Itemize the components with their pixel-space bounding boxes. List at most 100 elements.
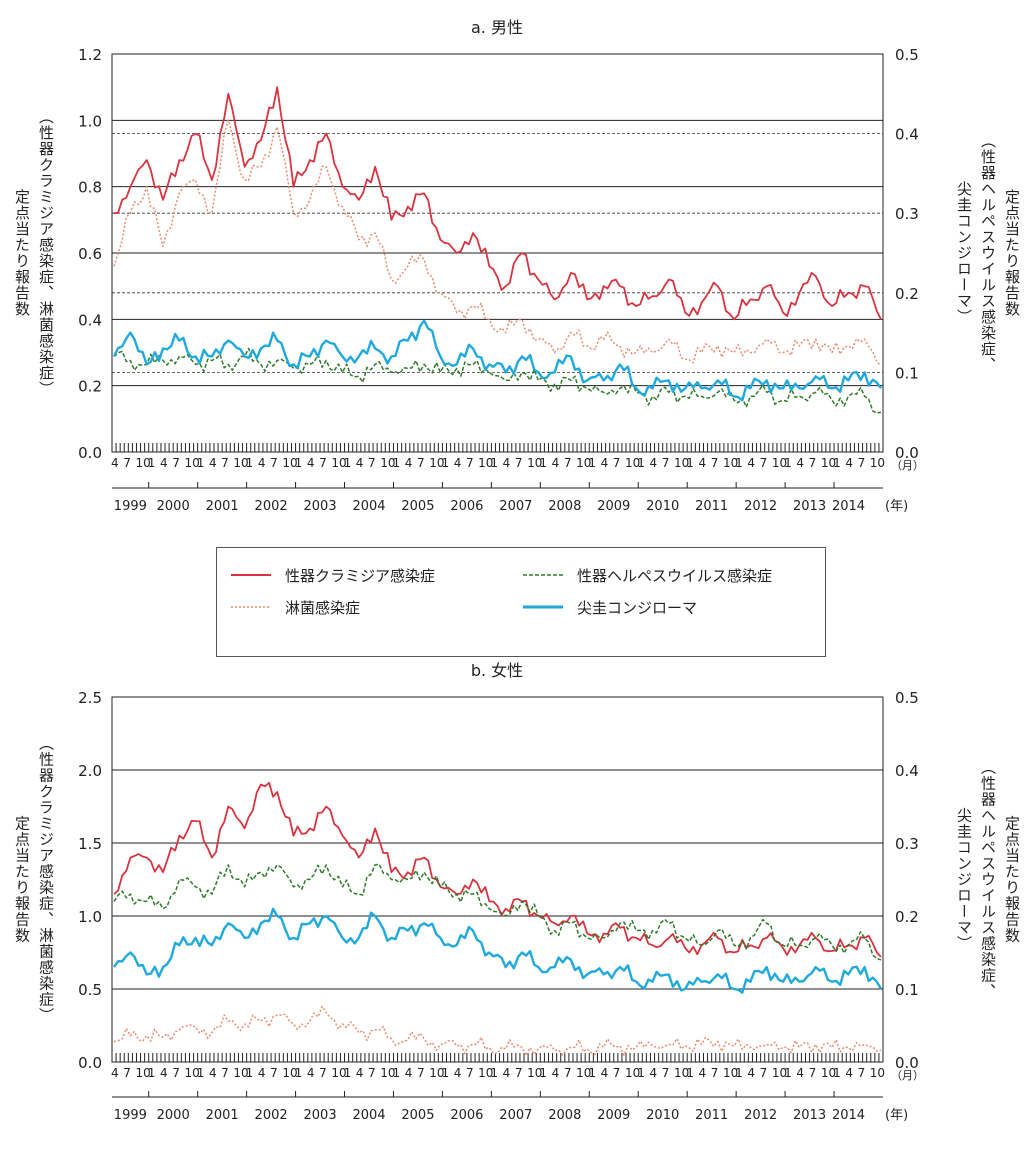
month-unit: （月） [891,459,924,472]
series-line-0 [113,86,882,321]
month-tick-label: 4 [601,1066,609,1080]
left-tick-label: 0.5 [78,981,102,999]
month-tick-label: 4 [845,456,853,470]
month-tick-label: 7 [270,1066,278,1080]
right-tick-label: 0.4 [895,126,919,144]
month-tick-label: 1 [539,456,547,470]
month-tick-label: 10 [380,1066,395,1080]
month-tick-label: 4 [552,456,560,470]
month-tick-label: 7 [662,456,670,470]
month-tick-label: 10 [625,456,640,470]
month-tick-label: 10 [331,1066,346,1080]
month-tick-label: 1 [833,1066,841,1080]
year-label: 2006 [450,1108,483,1123]
year-label: 2011 [695,499,728,514]
month-tick-label: 10 [674,456,689,470]
year-label: 2012 [744,1108,777,1123]
month-tick-label: 10 [576,1066,591,1080]
right-tick-label: 0.5 [895,689,919,707]
month-tick-label: 7 [466,1066,474,1080]
month-tick-label: 4 [796,1066,804,1080]
month-tick-label: 7 [564,1066,572,1080]
month-tick-label: 1 [197,456,205,470]
right-tick-label: 0.5 [895,46,919,64]
month-tick-label: 10 [527,456,542,470]
month-tick-label: 1 [735,456,743,470]
month-tick-label: 7 [221,1066,229,1080]
left-axis-label: （性器クラミジア感染症、淋菌感染症） [37,736,55,1024]
left-tick-label: 0.6 [78,245,102,263]
month-tick-label: 10 [233,1066,248,1080]
year-label: 2007 [499,1108,532,1123]
month-tick-label: 1 [588,456,596,470]
month-tick-label: 10 [429,1066,444,1080]
legend-swatch-chlamydia [231,574,271,576]
right-axis-label: 定点当たり報告数 [1003,816,1021,944]
month-tick-label: 1 [833,456,841,470]
month-tick-label: 4 [356,1066,364,1080]
month-tick-label: 7 [221,456,229,470]
plot-frame [111,696,884,1063]
legend-label-condyloma: 尖圭コンジローマ [577,598,698,617]
legend-swatch-gonorrhea [231,606,271,608]
year-label: 2010 [646,1108,679,1123]
month-tick-label: 1 [344,456,352,470]
month-tick-label: 1 [393,1066,401,1080]
year-label: 2000 [157,1108,190,1123]
month-tick-label: 10 [625,1066,640,1080]
year-label: 2000 [157,499,190,514]
legend-label-gonorrhea: 淋菌感染症 [285,598,361,617]
month-tick-label: 4 [160,1066,168,1080]
left-tick-label: 1.0 [78,908,102,926]
month-tick-label: 1 [246,1066,254,1080]
series-line-0 [113,781,882,958]
month-tick-label: 7 [123,1066,131,1080]
month-tick-label: 1 [148,1066,156,1080]
right-axis-label: 尖圭コンジローマ） [955,181,973,325]
left-tick-label: 1.0 [78,112,102,130]
right-tick-label: 0.0 [895,444,919,462]
month-tick-label: 10 [282,456,297,470]
month-tick-label: 4 [209,1066,217,1080]
year-label: 2014 [832,499,865,514]
month-tick-label: 10 [429,456,444,470]
left-tick-label: 0.2 [78,378,102,396]
month-tick-label: 10 [184,456,199,470]
year-label: 2002 [255,1108,288,1123]
year-label: 2011 [695,1108,728,1123]
month-tick-label: 4 [307,456,315,470]
year-label: 2008 [548,1108,581,1123]
month-tick-label: 1 [686,1066,694,1080]
year-label: 2003 [304,1108,337,1123]
legend-item-herpes: 性器ヘルペスウイルス感染症 [523,563,772,587]
month-tick-label: 7 [319,1066,327,1080]
legend-swatch-condyloma [523,605,563,609]
month-tick-label: 4 [405,456,413,470]
month-tick-label: 10 [723,456,738,470]
year-label: 2009 [597,1108,630,1123]
month-tick-label: 4 [258,456,266,470]
month-tick-label: 4 [650,456,658,470]
chart-female: b. 女性 0.0 0.5 1.0 1.5 2.0 2.5 0.0 0.1 0.2 0.3 0.4 0.… [13,661,1021,1123]
month-tick-label: 7 [613,456,621,470]
month-tick-label: 1 [784,1066,792,1080]
month-tick-label: 10 [772,1066,787,1080]
month-tick-label: 4 [454,1066,462,1080]
right-tick-label: 0.4 [895,762,919,780]
right-tick-label: 0.3 [895,205,919,223]
right-tick-label: 0.1 [895,364,919,382]
month-tick-label: 1 [784,456,792,470]
month-tick-label: 4 [650,1066,658,1080]
year-label: 2013 [793,499,826,514]
month-tick-label: 1 [393,456,401,470]
left-tick-label: 2.0 [78,762,102,780]
month-tick-label: 4 [698,1066,706,1080]
month-tick-label: 7 [858,456,866,470]
month-tick-label: 10 [478,1066,493,1080]
month-tick-label: 7 [711,456,719,470]
year-label: 2012 [744,499,777,514]
left-tick-label: 0.0 [78,444,102,462]
legend-label-herpes: 性器ヘルペスウイルス感染症 [577,566,773,585]
chart-male: a. 男性 0.0 0.2 0.4 0.6 0.8 1.0 1.2 0.0 0.1 0.2 0.3 0.… [13,18,1021,514]
